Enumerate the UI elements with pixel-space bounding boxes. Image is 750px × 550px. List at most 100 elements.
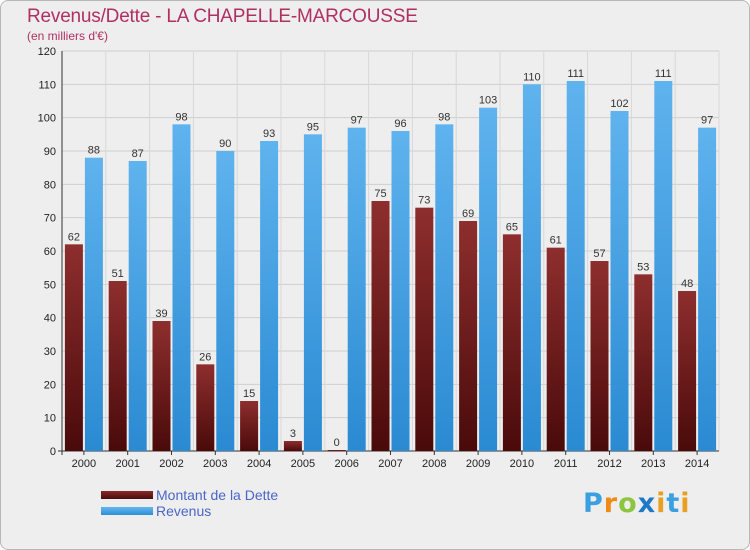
bar-debt-2011 — [546, 247, 565, 451]
bar-revenue-2014 — [698, 127, 717, 452]
y-tick-label: 50 — [44, 279, 56, 291]
bar-debt-2008 — [415, 207, 434, 451]
x-tick-label: 2011 — [554, 458, 578, 470]
data-label-debt-2008: 73 — [418, 195, 430, 207]
data-label-debt-2012: 57 — [593, 248, 605, 260]
y-tick-label: 90 — [44, 146, 56, 158]
data-label-debt-2010: 65 — [506, 221, 518, 233]
x-tick-label: 2004 — [247, 458, 271, 470]
y-tick-label: 20 — [44, 379, 56, 391]
bar-debt-2004 — [240, 401, 259, 451]
data-label-revenue-2003: 90 — [219, 138, 231, 150]
proxiti-logo: Proxiti — [583, 488, 691, 519]
data-label-debt-2011: 61 — [550, 235, 562, 247]
bar-debt-2012 — [590, 261, 609, 451]
legend-swatch-revenue — [101, 507, 153, 515]
bar-debt-2014 — [678, 291, 697, 451]
bar-debt-2013 — [634, 274, 653, 451]
data-label-debt-2007: 75 — [374, 188, 386, 200]
bar-revenue-2005 — [303, 134, 322, 452]
x-tick-label: 2000 — [72, 458, 96, 470]
bar-revenue-2004 — [260, 141, 279, 451]
y-tick-label: 60 — [44, 246, 56, 258]
data-label-revenue-2014: 97 — [701, 115, 713, 127]
bar-revenue-2006 — [347, 127, 366, 452]
y-tick-label: 80 — [44, 179, 56, 191]
x-tick-label: 2010 — [510, 458, 534, 470]
bar-debt-2000 — [64, 244, 83, 451]
x-tick-label: 2014 — [685, 458, 709, 470]
data-label-revenue-2002: 98 — [175, 111, 187, 123]
bar-revenue-2007 — [391, 131, 410, 451]
data-label-debt-2005: 3 — [290, 428, 296, 440]
x-tick-label: 2009 — [466, 458, 490, 470]
data-label-debt-2003: 26 — [199, 351, 211, 363]
bar-revenue-2011 — [566, 81, 585, 451]
chart-title: Revenus/Dette - LA CHAPELLE-MARCOUSSE — [27, 6, 418, 27]
bar-revenue-2003 — [216, 151, 235, 451]
chart-subtitle: (en milliers d'€) — [27, 29, 108, 43]
bar-debt-2003 — [196, 364, 215, 451]
data-labels: 62 88 51 87 39 98 26 90 15 93 3 95 0 97 75 96 73 98 69 103 6… — [68, 68, 713, 449]
y-tick-label: 70 — [44, 213, 56, 225]
data-label-debt-2002: 39 — [155, 308, 167, 320]
y-tick-label: 100 — [38, 113, 56, 125]
y-tick-label: 40 — [44, 313, 56, 325]
bar-revenue-2008 — [435, 124, 454, 451]
legend-label-debt: Montant de la Dette — [156, 487, 279, 503]
data-label-revenue-2006: 97 — [351, 115, 363, 127]
data-label-revenue-2007: 96 — [394, 118, 406, 130]
data-label-debt-2009: 69 — [462, 208, 474, 220]
data-label-debt-2000: 62 — [68, 231, 80, 243]
x-tick-label: 2012 — [597, 458, 621, 470]
data-label-revenue-2004: 93 — [263, 128, 275, 140]
data-label-debt-2004: 15 — [243, 388, 255, 400]
bar-revenue-2010 — [522, 84, 541, 451]
data-label-revenue-2013: 111 — [655, 68, 672, 80]
bar-revenue-2000 — [84, 157, 103, 451]
data-label-revenue-2005: 95 — [307, 121, 319, 133]
bar-debt-2001 — [108, 281, 127, 451]
x-tick-label: 2007 — [378, 458, 402, 470]
bar-debt-2010 — [502, 234, 521, 451]
bar-revenue-2002 — [172, 124, 191, 451]
data-label-revenue-2011: 111 — [567, 68, 584, 80]
y-tick-label: 30 — [44, 346, 56, 358]
data-label-revenue-2012: 102 — [610, 98, 628, 110]
data-label-revenue-2000: 88 — [88, 145, 100, 157]
bar-debt-2007 — [371, 201, 390, 451]
x-tick-label: 2001 — [115, 458, 139, 470]
y-tick-label: 0 — [50, 446, 56, 458]
bar-revenue-2012 — [610, 111, 629, 451]
x-tick-label: 2002 — [159, 458, 183, 470]
bar-revenue-2009 — [479, 107, 498, 452]
data-label-debt-2001: 51 — [112, 268, 124, 280]
bar-revenue-2013 — [654, 81, 673, 451]
legend-label-revenue: Revenus — [156, 503, 212, 519]
data-label-debt-2013: 53 — [637, 261, 649, 273]
bar-debt-2005 — [283, 441, 302, 451]
x-tick-label: 2008 — [422, 458, 446, 470]
y-tick-label: 120 — [38, 46, 56, 58]
bar-debt-2009 — [459, 221, 478, 451]
data-label-revenue-2009: 103 — [479, 95, 497, 107]
data-label-debt-2006: 0 — [334, 437, 340, 449]
x-tick-label: 2013 — [641, 458, 665, 470]
data-label-revenue-2008: 98 — [438, 111, 450, 123]
data-label-debt-2014: 48 — [681, 278, 693, 290]
x-tick-label: 2005 — [291, 458, 315, 470]
bar-revenue-2001 — [128, 161, 147, 451]
data-label-revenue-2010: 110 — [523, 71, 541, 83]
legend-swatch-debt — [101, 491, 153, 499]
y-tick-label: 10 — [44, 413, 56, 425]
bars — [64, 81, 717, 452]
bar-debt-2006 — [327, 450, 346, 451]
x-tick-label: 2006 — [334, 458, 358, 470]
x-tick-label: 2003 — [203, 458, 227, 470]
data-label-revenue-2001: 87 — [132, 148, 144, 160]
y-tick-label: 110 — [38, 79, 56, 91]
bar-debt-2002 — [152, 321, 171, 451]
